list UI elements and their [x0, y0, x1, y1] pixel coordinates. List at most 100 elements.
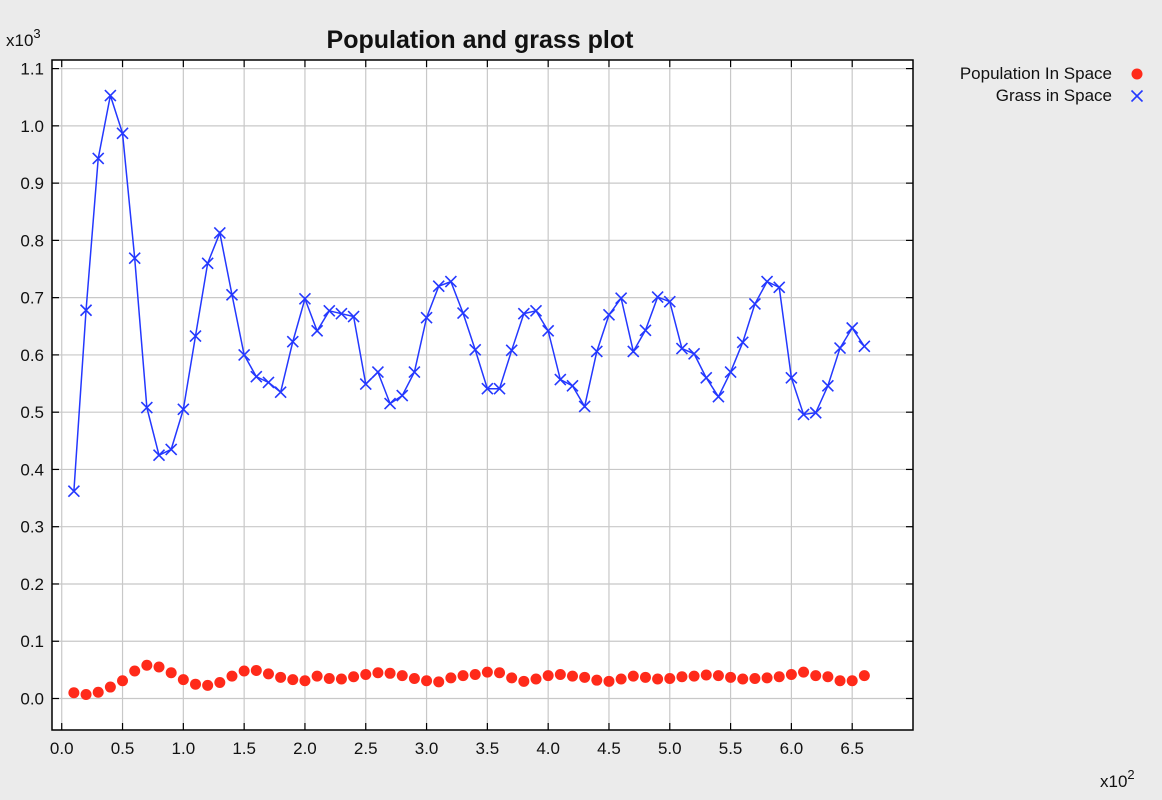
grass-point: [189, 329, 202, 343]
population-point: [822, 671, 834, 683]
x-tick-label: 1.0: [172, 739, 196, 758]
chart-title: Population and grass plot: [327, 26, 635, 54]
y-tick-label: 0.2: [20, 575, 44, 594]
grass-point: [712, 390, 725, 403]
x-tick-label: 3.0: [415, 739, 439, 758]
legend-grass-x: [1130, 89, 1144, 103]
grass-point: [736, 336, 749, 349]
y-tick-label: 0.4: [20, 460, 44, 479]
population-point: [737, 673, 749, 685]
grass-point: [456, 307, 470, 320]
legend: Population In Space Grass in Space: [960, 64, 1144, 105]
grass-point: [542, 324, 555, 337]
grass-point: [833, 341, 847, 355]
grass-point: [67, 485, 80, 498]
population-point: [798, 666, 810, 678]
y-tick-label: 0.9: [20, 174, 44, 193]
population-point: [421, 675, 433, 687]
population-point: [834, 675, 846, 687]
grass-point: [493, 382, 506, 395]
population-point: [469, 668, 481, 680]
x-tick-label: 3.5: [476, 739, 500, 758]
grass-point: [554, 373, 567, 386]
grass-point: [663, 295, 676, 308]
population-point: [92, 686, 104, 698]
grass-point: [627, 345, 640, 358]
y-tick-label: 1.1: [20, 60, 44, 79]
grass-point: [651, 291, 664, 304]
grass-point: [529, 304, 543, 317]
y-axis-ticks: 0.0 0.1 0.2 0.3 0.4 0.5 0.6 0.7 0.8 0.9 1.0 1.1: [20, 60, 913, 709]
population-point: [226, 670, 238, 682]
population-point: [481, 666, 493, 678]
population-point: [566, 670, 578, 682]
grass-point: [785, 371, 798, 384]
population-point: [323, 672, 335, 684]
population-point: [445, 672, 457, 684]
population-point: [299, 675, 311, 687]
grass-point: [761, 275, 774, 288]
grass-point: [225, 288, 239, 301]
population-point: [810, 670, 822, 682]
grass-point: [104, 89, 117, 102]
population-point: [153, 661, 165, 673]
population-point: [712, 670, 724, 682]
population-point: [494, 667, 506, 679]
population-point: [615, 673, 627, 685]
grass-point: [773, 281, 786, 294]
y-tick-label: 0.6: [20, 346, 44, 365]
population-point: [603, 675, 615, 687]
population-point: [506, 672, 518, 684]
population-point: [165, 667, 177, 679]
grass-point: [566, 379, 579, 392]
population-point: [372, 667, 384, 679]
population-point: [627, 670, 639, 682]
population-point: [250, 664, 262, 676]
x-tick-label: 5.0: [658, 739, 682, 758]
grass-point: [177, 403, 190, 416]
grass-point: [809, 406, 822, 419]
grass-point: [384, 397, 397, 410]
x-tick-label: 2.0: [293, 739, 317, 758]
population-point: [579, 671, 591, 683]
population-point: [117, 675, 129, 687]
grass-point: [311, 324, 324, 337]
grass-point: [517, 307, 530, 320]
population-point: [238, 665, 250, 677]
population-point: [530, 673, 542, 685]
population-point: [396, 670, 408, 682]
population-point: [858, 670, 870, 682]
population-point: [262, 668, 274, 680]
grid: [52, 60, 913, 730]
population-point: [591, 674, 603, 686]
y-tick-label: 0.0: [20, 690, 44, 709]
population-point: [639, 671, 651, 683]
grass-point: [675, 342, 689, 355]
grass-point: [602, 308, 616, 321]
x-tick-label: 1.5: [232, 739, 256, 758]
grass-point: [274, 386, 287, 399]
grass-point: [748, 297, 761, 311]
plot-area: [52, 60, 913, 730]
grass-point: [590, 345, 603, 358]
grass-point: [335, 307, 348, 320]
x-tick-label: 4.0: [536, 739, 560, 758]
grass-point: [639, 324, 652, 337]
x-tick-label: 6.5: [840, 739, 864, 758]
y-tick-label: 0.8: [20, 231, 44, 250]
y-tick-label: 0.7: [20, 289, 44, 308]
population-point: [664, 672, 676, 684]
grass-point: [578, 400, 591, 413]
population-point: [846, 675, 858, 687]
population-point: [80, 688, 92, 700]
y-tick-label: 1.0: [20, 117, 44, 136]
grass-point: [347, 310, 360, 323]
population-point: [725, 671, 737, 683]
grass-point: [858, 340, 871, 353]
grass-series-line: [73, 95, 865, 492]
population-point: [287, 674, 299, 686]
grass-point: [821, 379, 834, 392]
x-multiplier-label: x102: [1100, 767, 1135, 791]
series-layer: [67, 89, 871, 700]
